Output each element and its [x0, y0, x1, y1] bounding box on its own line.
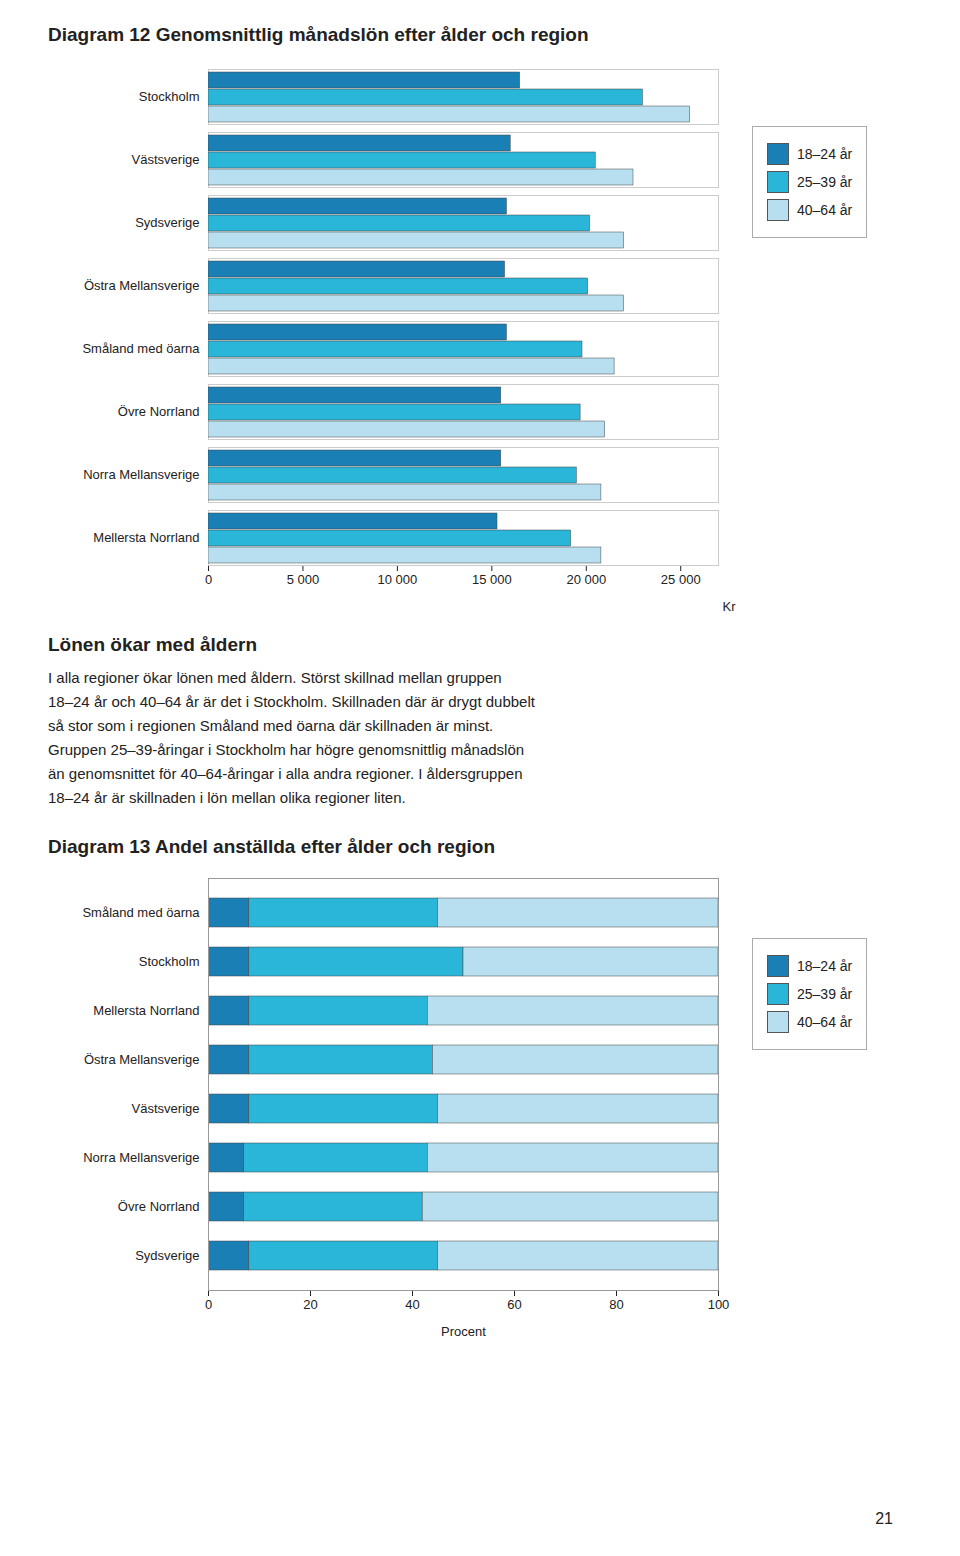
html-text:40–64 år: 40–64 år: [797, 202, 853, 218]
html-text:25–39 år: 25–39 år: [797, 986, 853, 1002]
svg-text:25 000: 25 000: [661, 572, 701, 587]
svg-text:20 000: 20 000: [566, 572, 606, 587]
svg-text:Norra Mellansverige: Norra Mellansverige: [83, 467, 199, 482]
svg-text:80: 80: [609, 1297, 623, 1312]
svg-text:100: 100: [708, 1297, 730, 1312]
svg-text:Småland med öarna: Småland med öarna: [82, 341, 200, 356]
svg-text:5 000: 5 000: [287, 572, 320, 587]
html-text:Diagram 12 Genomsnittlig månad: Diagram 12 Genomsnittlig månadslön efter…: [48, 24, 589, 45]
html-text:25–39 år: 25–39 år: [797, 174, 853, 190]
svg-text:0: 0: [205, 572, 212, 587]
svg-text:Övre Norrland: Övre Norrland: [118, 1199, 200, 1214]
html-text:så stor som i regionen Småland: så stor som i regionen Småland med öarna…: [48, 717, 494, 734]
svg-text:Norra Mellansverige: Norra Mellansverige: [83, 1150, 199, 1165]
svg-text:Procent: Procent: [441, 1324, 486, 1339]
svg-text:Mellersta Norrland: Mellersta Norrland: [93, 1003, 199, 1018]
svg-text:Kr: Kr: [723, 599, 737, 614]
html-text:18–24 år: 18–24 år: [797, 146, 853, 162]
svg-text:Småland med öarna: Småland med öarna: [82, 905, 200, 920]
svg-text:Stockholm: Stockholm: [139, 954, 200, 969]
svg-text:Östra Mellansverige: Östra Mellansverige: [84, 278, 200, 293]
svg-text:Östra Mellansverige: Östra Mellansverige: [84, 1052, 200, 1067]
svg-text:40: 40: [405, 1297, 419, 1312]
svg-text:Västsverige: Västsverige: [132, 1101, 200, 1116]
svg-text:Sydsverige: Sydsverige: [135, 215, 199, 230]
html-text:21: 21: [875, 1510, 893, 1527]
svg-text:60: 60: [507, 1297, 521, 1312]
html-text:40–64 år: 40–64 år: [797, 1014, 853, 1030]
svg-text:0: 0: [205, 1297, 212, 1312]
html-text:än genomsnittet för 40–64-årin: än genomsnittet för 40–64-åringar i alla…: [48, 765, 523, 782]
html-text:Gruppen 25–39-åringar i Stockh: Gruppen 25–39-åringar i Stockholm har hö…: [48, 741, 525, 758]
svg-text:Sydsverige: Sydsverige: [135, 1248, 199, 1263]
html-text:18–24 år och 40–64 år är det i: 18–24 år och 40–64 år är det i Stockholm…: [48, 693, 535, 710]
html-text:18–24 år: 18–24 år: [797, 958, 853, 974]
html-text:Lönen ökar med åldern: Lönen ökar med åldern: [48, 634, 257, 655]
svg-text:Stockholm: Stockholm: [139, 89, 200, 104]
svg-text:Övre Norrland: Övre Norrland: [118, 404, 200, 419]
svg-text:10 000: 10 000: [378, 572, 418, 587]
svg-text:Västsverige: Västsverige: [132, 152, 200, 167]
html-text:Diagram 13 Andel anställda eft: Diagram 13 Andel anställda efter ålder o…: [48, 836, 495, 857]
svg-text:Mellersta Norrland: Mellersta Norrland: [93, 530, 199, 545]
svg-text:20: 20: [303, 1297, 317, 1312]
html-text:18–24 år är skillnaden i lön m: 18–24 år är skillnaden i lön mellan olik…: [48, 789, 406, 806]
svg-text:15 000: 15 000: [472, 572, 512, 587]
html-text:I alla regioner ökar lönen med: I alla regioner ökar lönen med åldern. S…: [48, 669, 502, 686]
